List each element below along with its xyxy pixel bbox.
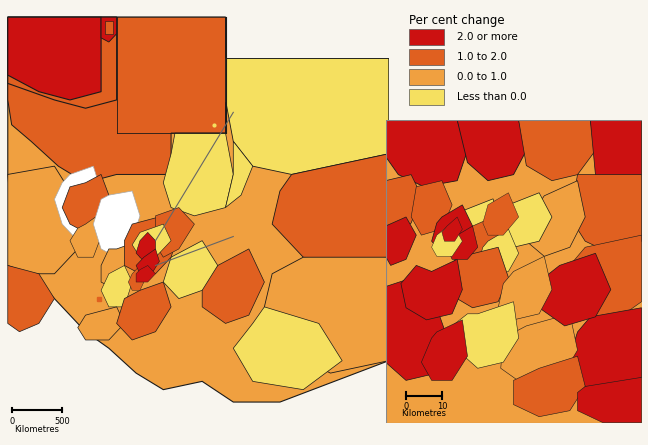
Polygon shape xyxy=(264,257,389,373)
Polygon shape xyxy=(483,193,518,235)
Polygon shape xyxy=(272,154,389,266)
Text: 0: 0 xyxy=(9,417,14,425)
Polygon shape xyxy=(452,302,518,368)
Polygon shape xyxy=(78,307,124,340)
Polygon shape xyxy=(101,17,117,42)
Text: Kilometres: Kilometres xyxy=(14,425,60,434)
Text: 1.0 to 2.0: 1.0 to 2.0 xyxy=(457,52,507,62)
Polygon shape xyxy=(163,241,218,299)
Text: 0.0 to 1.0: 0.0 to 1.0 xyxy=(457,72,507,82)
Polygon shape xyxy=(136,266,156,282)
Polygon shape xyxy=(526,181,585,256)
Polygon shape xyxy=(577,377,642,423)
Polygon shape xyxy=(117,282,171,340)
Polygon shape xyxy=(70,216,101,257)
Text: Per cent change: Per cent change xyxy=(409,14,505,28)
Bar xyxy=(409,69,445,85)
Polygon shape xyxy=(432,223,462,256)
Polygon shape xyxy=(570,308,642,392)
Polygon shape xyxy=(501,314,577,386)
Polygon shape xyxy=(539,253,611,326)
Polygon shape xyxy=(498,193,552,247)
Polygon shape xyxy=(101,241,148,290)
Bar xyxy=(409,49,445,65)
Polygon shape xyxy=(101,266,132,307)
Polygon shape xyxy=(136,232,156,261)
Polygon shape xyxy=(8,17,389,402)
Polygon shape xyxy=(498,256,552,320)
Polygon shape xyxy=(386,271,450,380)
Bar xyxy=(409,29,445,44)
Polygon shape xyxy=(54,166,101,241)
Polygon shape xyxy=(70,191,86,216)
Polygon shape xyxy=(136,249,159,274)
Polygon shape xyxy=(124,216,179,274)
Text: 2.0 or more: 2.0 or more xyxy=(457,32,518,42)
Polygon shape xyxy=(570,174,642,253)
Text: Less than 0.0: Less than 0.0 xyxy=(457,92,527,102)
Polygon shape xyxy=(590,120,642,187)
Polygon shape xyxy=(401,259,462,320)
Polygon shape xyxy=(570,235,642,320)
Polygon shape xyxy=(226,59,389,174)
Polygon shape xyxy=(457,120,526,181)
Polygon shape xyxy=(386,217,416,265)
Bar xyxy=(409,89,445,105)
Polygon shape xyxy=(452,199,501,259)
Polygon shape xyxy=(233,307,342,390)
Polygon shape xyxy=(447,247,509,308)
Text: 10: 10 xyxy=(437,401,447,411)
Polygon shape xyxy=(447,226,478,259)
Polygon shape xyxy=(105,21,113,34)
Polygon shape xyxy=(411,181,452,235)
Polygon shape xyxy=(128,266,148,290)
Polygon shape xyxy=(202,249,264,324)
Text: 0: 0 xyxy=(404,401,409,411)
Polygon shape xyxy=(478,229,518,278)
Polygon shape xyxy=(8,266,54,332)
Polygon shape xyxy=(132,224,171,257)
Polygon shape xyxy=(513,356,585,417)
Polygon shape xyxy=(432,205,472,253)
Polygon shape xyxy=(93,191,140,257)
Polygon shape xyxy=(8,17,226,183)
Polygon shape xyxy=(62,174,109,232)
Polygon shape xyxy=(163,133,233,216)
Polygon shape xyxy=(8,17,101,100)
Polygon shape xyxy=(462,217,503,265)
Polygon shape xyxy=(518,120,596,181)
Polygon shape xyxy=(421,320,467,380)
Polygon shape xyxy=(156,207,194,257)
Text: Kilometres: Kilometres xyxy=(402,409,446,418)
Polygon shape xyxy=(226,142,253,207)
Polygon shape xyxy=(386,174,421,235)
Polygon shape xyxy=(8,17,117,108)
Text: 500: 500 xyxy=(54,417,70,425)
Polygon shape xyxy=(386,120,642,423)
Polygon shape xyxy=(386,120,467,187)
Polygon shape xyxy=(8,166,86,274)
Polygon shape xyxy=(442,217,462,241)
